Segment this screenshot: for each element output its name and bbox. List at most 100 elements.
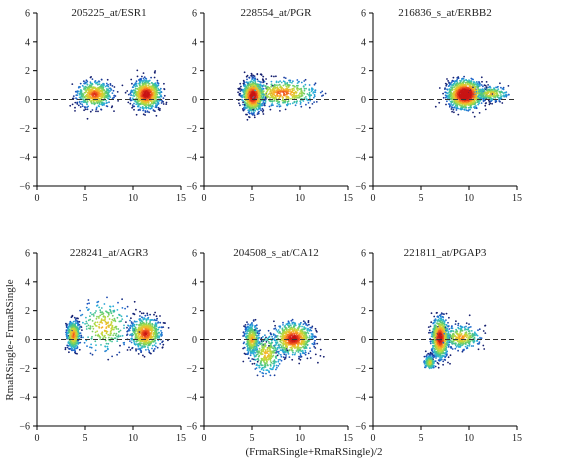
- data-point: [133, 102, 135, 105]
- data-point: [101, 326, 104, 329]
- data-point: [134, 87, 137, 90]
- data-point: [140, 85, 143, 88]
- data-point: [289, 81, 291, 84]
- data-point: [158, 93, 161, 95]
- data-point: [450, 103, 453, 105]
- data-point: [113, 94, 116, 97]
- data-point: [114, 337, 117, 340]
- data-point: [465, 109, 468, 112]
- data-point: [87, 94, 90, 97]
- data-point: [149, 319, 152, 321]
- data-point: [266, 89, 269, 92]
- data-point: [292, 87, 295, 90]
- data-point: [470, 82, 473, 85]
- data-point: [133, 300, 136, 303]
- data-point: [84, 87, 86, 90]
- data-point: [103, 104, 105, 106]
- data-point: [138, 79, 141, 82]
- data-point: [147, 96, 150, 99]
- data-point: [144, 95, 147, 98]
- data-point: [151, 91, 154, 94]
- data-point: [262, 79, 265, 82]
- y-tick-label: 0: [361, 95, 366, 106]
- data-point: [303, 80, 306, 82]
- data-point: [282, 80, 285, 83]
- data-point: [146, 312, 149, 315]
- data-point: [106, 94, 108, 97]
- panel-title: 228554_at/PGR: [241, 7, 313, 19]
- data-point: [105, 349, 108, 352]
- data-point: [454, 105, 457, 107]
- data-point: [490, 91, 493, 93]
- data-point: [131, 82, 133, 85]
- data-point: [160, 102, 163, 104]
- data-point: [87, 336, 89, 338]
- data-point: [321, 90, 324, 93]
- data-point: [279, 105, 282, 107]
- data-point: [240, 85, 242, 88]
- data-point: [453, 111, 455, 114]
- data-point: [135, 97, 138, 99]
- data-point: [445, 94, 448, 97]
- data-point: [91, 320, 94, 322]
- data-point: [120, 315, 123, 318]
- data-point: [75, 319, 78, 322]
- data-point: [80, 334, 83, 337]
- data-point: [447, 95, 450, 97]
- data-point: [464, 102, 466, 105]
- data-point: [496, 86, 498, 89]
- x-tick-label: 10: [295, 193, 305, 204]
- data-point: [445, 103, 447, 106]
- data-point: [273, 99, 276, 102]
- data-point: [474, 87, 476, 90]
- data-point: [79, 106, 82, 108]
- data-point: [293, 101, 296, 104]
- data-point: [101, 94, 103, 96]
- data-point: [490, 100, 493, 102]
- data-point: [242, 99, 244, 102]
- data-point: [96, 321, 99, 324]
- data-point: [151, 347, 153, 350]
- data-point: [137, 109, 140, 111]
- data-point: [271, 100, 274, 103]
- data-point: [151, 101, 154, 103]
- data-point: [154, 110, 156, 112]
- data-point: [92, 89, 94, 92]
- data-point: [79, 82, 82, 85]
- data-point: [480, 84, 483, 86]
- data-point: [68, 351, 70, 354]
- data-point: [84, 100, 87, 103]
- data-point: [131, 346, 134, 349]
- data-point: [487, 96, 490, 99]
- scatter-points: [434, 75, 510, 118]
- data-point: [471, 96, 474, 98]
- data-point: [472, 101, 475, 103]
- data-point: [295, 84, 298, 87]
- data-point: [313, 83, 316, 86]
- data-point: [254, 87, 257, 90]
- data-point: [460, 89, 463, 92]
- data-point: [304, 78, 307, 81]
- y-tick-label: −6: [355, 182, 366, 193]
- x-axis-label: (FrmaRSingle+RmaRSingle)/2: [246, 446, 383, 458]
- data-point: [104, 85, 107, 88]
- data-point: [451, 110, 453, 113]
- data-point: [456, 77, 459, 79]
- data-point: [480, 76, 483, 79]
- data-point: [79, 90, 82, 93]
- data-point: [135, 80, 138, 83]
- data-point: [109, 84, 112, 86]
- data-point: [282, 101, 284, 104]
- data-point: [97, 105, 100, 107]
- data-point: [114, 320, 117, 323]
- data-point: [283, 93, 286, 96]
- data-point: [83, 91, 86, 94]
- data-point: [145, 80, 148, 83]
- data-point: [446, 88, 448, 91]
- data-point: [79, 102, 82, 105]
- data-point: [449, 100, 452, 103]
- data-point: [308, 91, 311, 94]
- data-point: [472, 90, 474, 93]
- data-point: [106, 296, 108, 299]
